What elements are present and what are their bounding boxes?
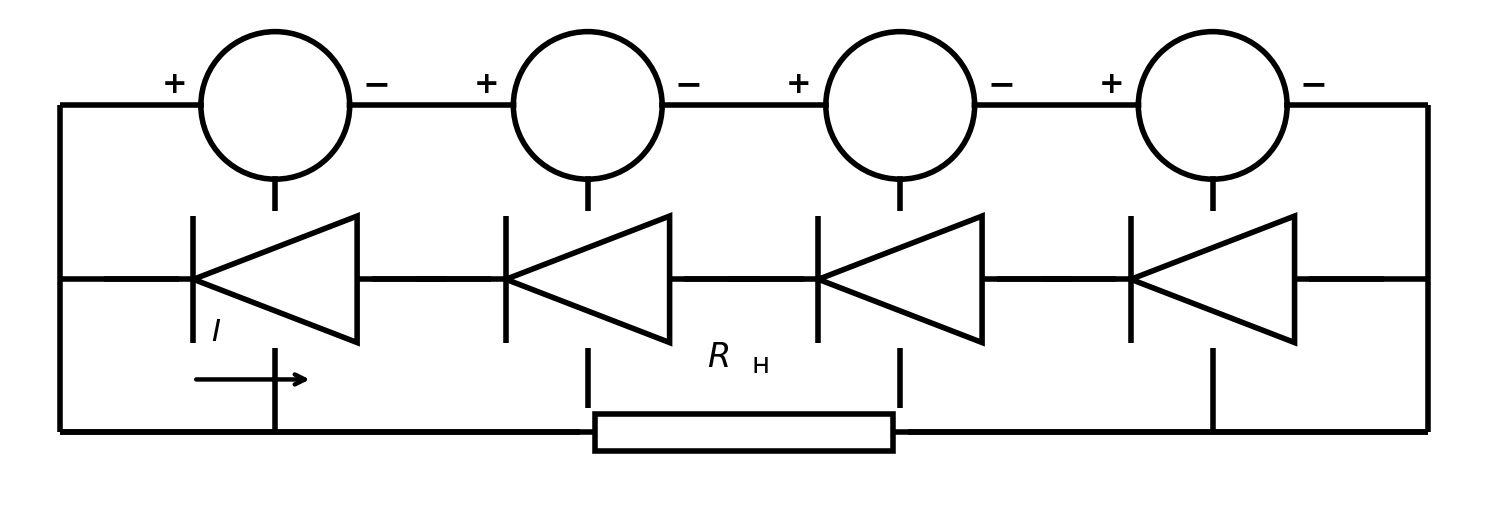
Bar [804,211,997,348]
Text: −: − [363,68,390,101]
Bar [1116,211,1309,348]
Text: −: − [1301,68,1327,101]
Bar [595,414,893,451]
Ellipse shape [1141,35,1284,176]
Bar [179,211,372,348]
Text: +: + [786,70,812,99]
Ellipse shape [516,35,659,176]
Text: $I$: $I$ [211,317,220,348]
Ellipse shape [829,35,972,176]
Bar [491,211,684,348]
Text: −: − [988,68,1015,101]
Text: +: + [473,70,500,99]
Text: +: + [1098,70,1125,99]
Text: н: н [751,352,769,379]
Text: −: − [676,68,702,101]
Text: $R$: $R$ [707,342,729,374]
Ellipse shape [204,35,347,176]
Text: +: + [161,70,187,99]
Bar [580,408,908,456]
